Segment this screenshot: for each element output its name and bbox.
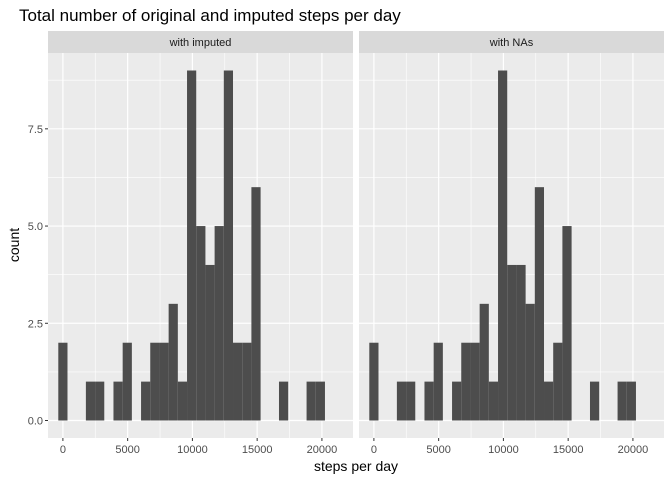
histogram-bar — [507, 264, 517, 421]
histogram-bar — [626, 381, 636, 421]
histogram-bar — [223, 70, 234, 421]
histogram-bar — [168, 303, 178, 421]
histogram-bar — [544, 381, 554, 421]
histogram-bar — [306, 381, 316, 421]
facet-strip-label: with NAs — [489, 37, 534, 49]
histogram-bar — [177, 381, 188, 421]
histogram-bar — [58, 342, 68, 421]
histogram-bar — [488, 381, 499, 421]
histogram-bar — [242, 342, 252, 421]
histogram-bar — [233, 342, 243, 421]
y-tick-label: 7.5 — [28, 124, 43, 136]
x-tick-label: 15000 — [553, 444, 584, 456]
x-tick-label: 5000 — [426, 444, 450, 456]
histogram-bar — [315, 381, 325, 421]
histogram-bar — [159, 342, 169, 421]
facet-panel-1: with imputed 0 5000 10000 15000 20000 0.0 2.5 5.… — [28, 31, 353, 456]
y-tick-label: 0.0 — [28, 416, 43, 428]
histogram-bar — [369, 342, 379, 421]
histogram-bar — [396, 381, 407, 421]
histogram-bar — [452, 381, 462, 421]
x-tick-label: 20000 — [307, 444, 338, 456]
histogram-bar — [187, 70, 197, 421]
histogram-bar — [534, 187, 545, 421]
chart-title: Total number of original and imputed ste… — [19, 6, 401, 25]
facet-panel-2: with NAs 0 5000 10000 15000 20000 — [359, 31, 664, 456]
x-tick-label: 15000 — [242, 444, 273, 456]
y-tick-label: 2.5 — [28, 318, 43, 330]
histogram-bar — [141, 381, 151, 421]
histogram-bar — [95, 381, 105, 421]
histogram-bar — [205, 264, 215, 421]
facet-strip — [359, 31, 664, 53]
x-tick-label: 20000 — [618, 444, 649, 456]
histogram-bar — [406, 381, 416, 421]
y-axis-label: count — [6, 228, 22, 262]
facet-strip — [48, 31, 353, 53]
histogram-bar — [214, 226, 224, 421]
histogram-bar — [424, 381, 434, 421]
x-axis-label: steps per day — [314, 458, 398, 474]
histogram-bar — [589, 381, 600, 421]
histogram-bar — [122, 342, 132, 421]
histogram-bar — [433, 342, 443, 421]
histogram-bar — [85, 381, 96, 421]
x-tick-label: 10000 — [488, 444, 519, 456]
histogram-bar — [516, 264, 526, 421]
histogram-bar — [470, 342, 480, 421]
histogram-bar — [150, 342, 160, 421]
x-tick-label: 0 — [60, 444, 66, 456]
facet-panels: with imputed 0 5000 10000 15000 20000 0.0 2.5 5.… — [28, 31, 664, 456]
facet-strip-label: with imputed — [169, 37, 232, 49]
x-tick-label: 10000 — [177, 444, 208, 456]
histogram-bar — [553, 342, 563, 421]
x-tick-label: 0 — [371, 444, 377, 456]
histogram-bar — [498, 70, 508, 421]
histogram-bar — [113, 381, 123, 421]
x-tick-label: 5000 — [115, 444, 139, 456]
histogram-bar — [617, 381, 627, 421]
histogram-bar — [562, 226, 572, 421]
histogram-bar — [278, 381, 289, 421]
histogram-bar — [479, 303, 489, 421]
histogram-bar — [525, 303, 535, 421]
histogram-bar — [251, 187, 261, 421]
y-tick-label: 5.0 — [28, 221, 43, 233]
histogram-bar — [461, 342, 471, 421]
histogram-bar — [196, 226, 206, 421]
